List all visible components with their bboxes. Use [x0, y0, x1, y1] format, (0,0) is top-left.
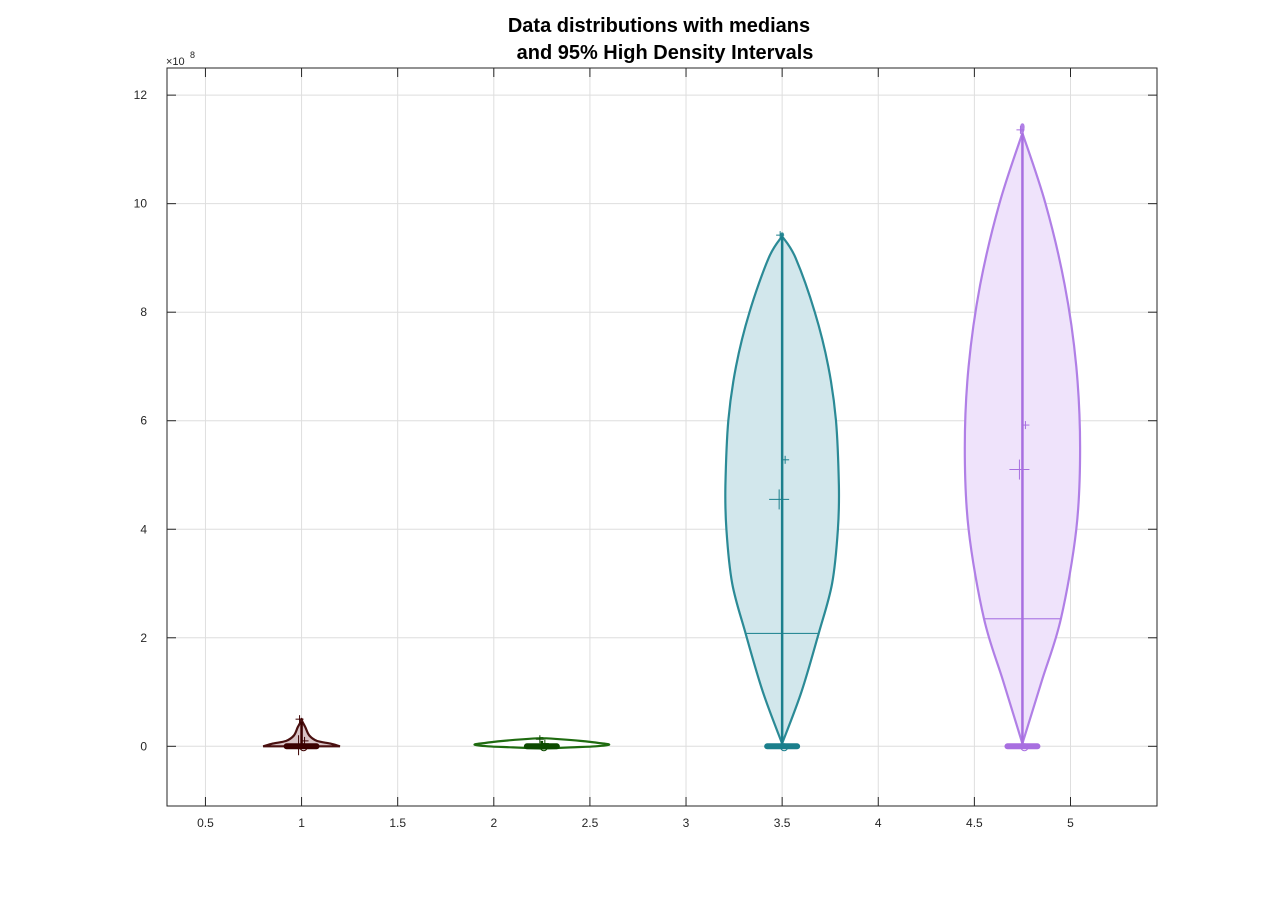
plot-area-border: [166, 67, 1158, 807]
x-tick-label: 4.5: [966, 816, 983, 830]
x-tick-label: 2.5: [582, 816, 599, 830]
y-tick-label: 4: [140, 522, 147, 536]
y-tick-label: 2: [140, 631, 147, 645]
median-marker: [1020, 743, 1029, 752]
y-exponent-base: ×10: [166, 56, 185, 68]
chart-title: Data distributions with medians and 95% …: [508, 15, 814, 64]
median-marker: [299, 743, 308, 752]
median-box: [1004, 743, 1041, 750]
median-marker: [780, 743, 789, 752]
chart-title-line-1: Data distributions with medians: [508, 15, 810, 37]
chart-title-line-2: and 95% High Density Intervals: [517, 42, 814, 64]
y-tick-label: 12: [134, 88, 148, 102]
violins: [262, 123, 1082, 756]
x-tick-label: 3.5: [774, 816, 791, 830]
y-exponent-label: ×10 8: [166, 50, 195, 68]
x-tick-label: 2: [490, 816, 497, 830]
x-tick-label: 0.5: [197, 816, 214, 830]
violin-3: [724, 231, 841, 752]
median-box: [523, 743, 560, 750]
y-tick-label: 0: [140, 739, 147, 753]
violin-2: [473, 735, 611, 752]
y-tick-label: 10: [134, 197, 148, 211]
y-tick-label: 6: [140, 414, 147, 428]
x-tick-label: 5: [1067, 816, 1074, 830]
violin-4: [963, 123, 1082, 752]
x-tick-label: 1.5: [389, 816, 406, 830]
axes: 0.5 1 1.5 2 2.5 3 3.5 4 4.5 5 0 2 4 6 8 10 12: [134, 67, 1158, 830]
violin-1: [262, 715, 341, 756]
x-tick-label: 4: [875, 816, 882, 830]
x-tick-label: 1: [298, 816, 305, 830]
y-tick-label: 8: [140, 305, 147, 319]
y-exponent-power: 8: [190, 50, 195, 60]
median-box: [764, 743, 801, 750]
x-tick-label: 3: [683, 816, 690, 830]
